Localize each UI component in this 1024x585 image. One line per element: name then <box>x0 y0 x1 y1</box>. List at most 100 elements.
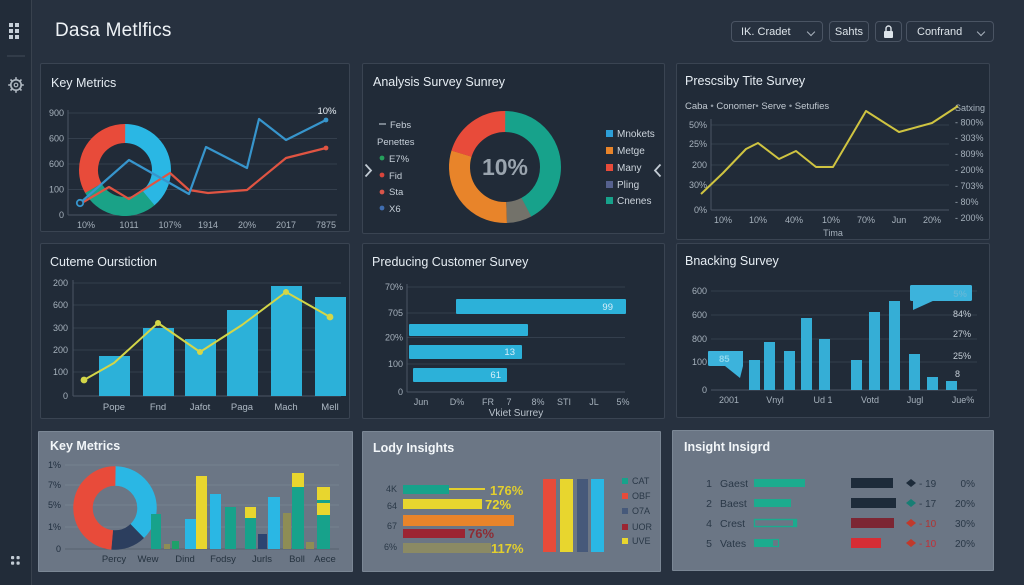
svg-text:- 200%: - 200% <box>955 213 984 223</box>
svg-text:20%: 20% <box>923 215 941 225</box>
svg-text:X6: X6 <box>389 204 401 215</box>
svg-text:- 19: - 19 <box>919 479 937 490</box>
svg-text:JL: JL <box>589 397 599 407</box>
svg-text:Vnyl: Vnyl <box>766 395 784 405</box>
svg-text:E7%: E7% <box>389 154 410 165</box>
svg-text:30%: 30% <box>689 180 707 190</box>
svg-text:107%: 107% <box>158 220 181 230</box>
svg-text:20%: 20% <box>955 499 975 510</box>
svg-text:100: 100 <box>692 357 707 367</box>
svg-text:Aece: Aece <box>314 554 336 565</box>
svg-text:Sta: Sta <box>389 187 404 198</box>
svg-text:Gaest: Gaest <box>720 478 748 490</box>
svg-text:UVE: UVE <box>632 536 651 546</box>
svg-text:1%: 1% <box>48 522 61 532</box>
svg-text:Mell: Mell <box>321 402 338 413</box>
svg-text:OBF: OBF <box>632 491 651 501</box>
svg-text:- 10: - 10 <box>919 539 937 550</box>
svg-text:Prescsiby Tite Survey: Prescsiby Tite Survey <box>685 74 806 88</box>
svg-text:STI: STI <box>557 397 571 407</box>
svg-text:7875: 7875 <box>316 220 336 230</box>
svg-text:Key Metrics: Key Metrics <box>50 439 120 453</box>
svg-text:- 17: - 17 <box>919 499 937 510</box>
svg-text:Metge: Metge <box>617 146 645 157</box>
svg-text:4K: 4K <box>386 484 397 494</box>
svg-text:600: 600 <box>49 159 64 169</box>
svg-text:- 809%: - 809% <box>955 149 984 159</box>
svg-text:Preducing Customer Survey: Preducing Customer Survey <box>372 255 529 269</box>
svg-text:1914: 1914 <box>198 220 218 230</box>
svg-text:25%: 25% <box>689 139 707 149</box>
svg-text:800: 800 <box>692 334 707 344</box>
svg-text:70%: 70% <box>857 215 875 225</box>
svg-text:99: 99 <box>602 302 613 313</box>
svg-text:Insight Insigrd: Insight Insigrd <box>684 440 770 454</box>
svg-text:Jun: Jun <box>892 215 907 225</box>
svg-text:200: 200 <box>53 345 68 355</box>
svg-text:8: 8 <box>955 369 960 379</box>
svg-text:Jurls: Jurls <box>252 554 272 565</box>
svg-text:117%: 117% <box>491 541 524 556</box>
svg-text:600: 600 <box>692 310 707 320</box>
svg-text:10%: 10% <box>822 215 840 225</box>
svg-text:20%: 20% <box>385 333 403 343</box>
svg-text:200: 200 <box>53 278 68 288</box>
svg-text:Satxing: Satxing <box>955 103 985 113</box>
svg-text:- 10: - 10 <box>919 519 937 530</box>
svg-text:Vates: Vates <box>720 538 746 550</box>
svg-text:Pling: Pling <box>617 180 639 191</box>
svg-text:FR: FR <box>482 397 494 407</box>
svg-text:Votd: Votd <box>861 395 879 405</box>
svg-text:0: 0 <box>59 210 64 220</box>
svg-text:7: 7 <box>506 397 511 407</box>
svg-text:Fid: Fid <box>389 171 402 182</box>
svg-text:900: 900 <box>49 108 64 118</box>
svg-text:4: 4 <box>706 518 712 530</box>
svg-text:10%: 10% <box>749 215 767 225</box>
svg-text:Percy: Percy <box>102 554 127 565</box>
svg-text:0%: 0% <box>961 479 976 490</box>
svg-text:Caba • Conomer• Serve • Setufi: Caba • Conomer• Serve • Setufies <box>685 101 829 112</box>
svg-text:Fnd: Fnd <box>150 402 166 413</box>
svg-text:- 80%: - 80% <box>955 197 979 207</box>
svg-text:176%: 176% <box>490 483 524 498</box>
svg-text:2: 2 <box>706 498 712 510</box>
svg-text:Ud 1: Ud 1 <box>813 395 832 405</box>
svg-text:2017: 2017 <box>276 220 296 230</box>
svg-text:- 200%: - 200% <box>955 165 984 175</box>
svg-text:UOR: UOR <box>632 522 653 532</box>
svg-text:84%: 84% <box>953 309 971 319</box>
svg-text:50%: 50% <box>689 120 707 130</box>
svg-text:1011: 1011 <box>119 220 138 230</box>
svg-text:- 303%: - 303% <box>955 133 984 143</box>
svg-text:5: 5 <box>706 538 712 550</box>
svg-text:8%: 8% <box>531 397 544 407</box>
svg-text:5%: 5% <box>953 289 967 300</box>
svg-text:5%: 5% <box>616 397 629 407</box>
svg-text:100: 100 <box>388 359 403 369</box>
svg-text:6%: 6% <box>384 542 397 552</box>
svg-text:- 800%: - 800% <box>955 118 984 128</box>
svg-text:85: 85 <box>719 354 730 365</box>
svg-text:Cnenes: Cnenes <box>617 196 651 207</box>
svg-text:Many: Many <box>617 163 641 174</box>
svg-text:Paga: Paga <box>231 402 254 413</box>
svg-text:- 703%: - 703% <box>955 181 984 191</box>
svg-text:Analysis Survey Sunrey: Analysis Survey Sunrey <box>373 75 506 89</box>
svg-text:705: 705 <box>388 308 403 318</box>
svg-text:0: 0 <box>398 387 403 397</box>
svg-text:CAT: CAT <box>632 476 650 486</box>
svg-text:7%: 7% <box>48 480 61 490</box>
svg-text:2001: 2001 <box>719 395 739 405</box>
svg-text:600: 600 <box>53 300 68 310</box>
svg-text:Vkiet Surrey: Vkiet Surrey <box>489 408 543 418</box>
svg-text:Mnokets: Mnokets <box>617 129 655 140</box>
svg-text:Jue%: Jue% <box>952 395 975 405</box>
svg-text:Dind: Dind <box>175 554 195 565</box>
svg-text:Jun: Jun <box>414 397 429 407</box>
svg-text:Jafot: Jafot <box>190 402 211 413</box>
svg-text:61: 61 <box>490 370 501 381</box>
svg-text:Pope: Pope <box>103 402 125 413</box>
svg-text:600: 600 <box>692 286 707 296</box>
svg-text:5%: 5% <box>48 500 61 510</box>
